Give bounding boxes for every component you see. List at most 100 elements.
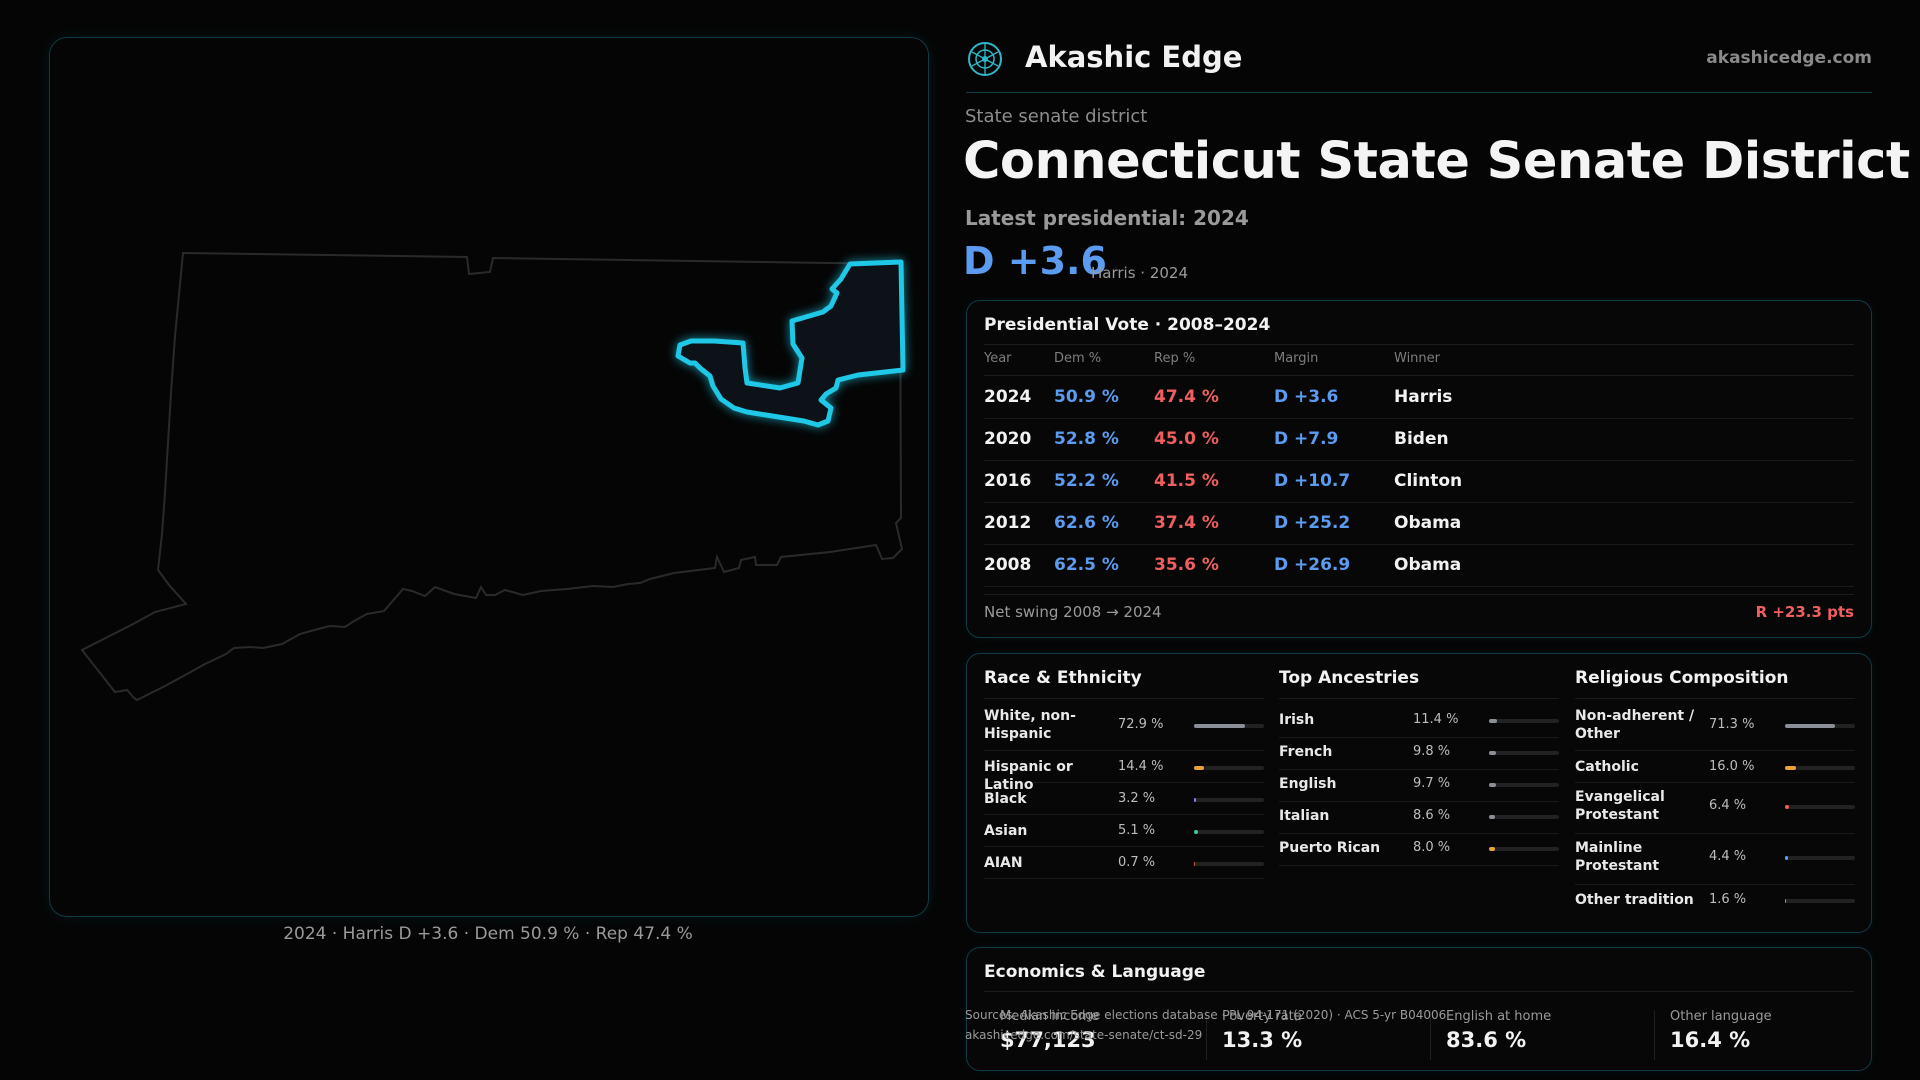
item-percent: 8.0 % bbox=[1413, 840, 1451, 855]
item-bar bbox=[1194, 724, 1264, 728]
cell-winner: Clinton bbox=[1394, 471, 1463, 491]
divider bbox=[1279, 698, 1559, 699]
stat-label: Poverty rate bbox=[1222, 1009, 1302, 1024]
stat-value: 83.6 % bbox=[1446, 1028, 1527, 1052]
item-bar bbox=[1489, 783, 1559, 787]
cell-year: 2008 bbox=[984, 555, 1032, 575]
cell-dem: 62.5 % bbox=[1054, 555, 1119, 575]
list-item: Black 3.2 % bbox=[984, 782, 1264, 815]
item-percent: 0.7 % bbox=[1118, 855, 1156, 870]
item-label: Puerto Rican bbox=[1279, 840, 1381, 856]
item-bar-fill bbox=[1785, 899, 1787, 903]
section-title: Religious Composition bbox=[1575, 668, 1789, 688]
headline-margin-sub: Harris · 2024 bbox=[1091, 264, 1189, 282]
cell-year: 2012 bbox=[984, 513, 1032, 533]
brand-header: Akashic Edge akashicedge.com bbox=[966, 36, 1872, 93]
divider bbox=[1206, 1010, 1207, 1060]
item-bar-fill bbox=[1785, 805, 1790, 809]
list-item: Non-adherent / Other 71.3 % bbox=[1575, 705, 1855, 751]
divider bbox=[984, 594, 1854, 595]
item-percent: 6.4 % bbox=[1709, 798, 1747, 813]
table-row: 2012 62.6 % 37.4 % D +25.2 Obama bbox=[984, 502, 1854, 545]
list-item: White, non-Hispanic 72.9 % bbox=[984, 705, 1264, 751]
list-item: Irish 11.4 % bbox=[1279, 705, 1559, 738]
list-item: Italian 8.6 % bbox=[1279, 801, 1559, 834]
item-bar-fill bbox=[1489, 783, 1496, 787]
divider bbox=[984, 698, 1264, 699]
cell-year: 2020 bbox=[984, 429, 1032, 449]
item-label: Hispanic or Latino bbox=[984, 759, 1073, 793]
brand-url-link[interactable]: akashicedge.com bbox=[1706, 48, 1872, 68]
card-title: Economics & Language bbox=[984, 962, 1206, 982]
list-item: AIAN 0.7 % bbox=[984, 846, 1264, 879]
section-title: Top Ancestries bbox=[1279, 668, 1420, 688]
divider bbox=[1430, 1010, 1431, 1060]
item-bar bbox=[1785, 805, 1855, 809]
list-item: Asian 5.1 % bbox=[984, 814, 1264, 847]
item-bar-fill bbox=[1489, 847, 1495, 851]
item-bar-fill bbox=[1489, 719, 1497, 723]
divider bbox=[984, 344, 1854, 345]
item-percent: 9.8 % bbox=[1413, 744, 1451, 759]
item-label: Catholic bbox=[1575, 759, 1639, 775]
column-header-winner: Winner bbox=[1394, 351, 1441, 366]
presidential-vote-card: Presidential Vote · 2008–2024 Year Dem %… bbox=[966, 300, 1872, 638]
item-bar-fill bbox=[1489, 751, 1496, 755]
column-header-rep: Rep % bbox=[1154, 351, 1196, 366]
table-row: 2016 52.2 % 41.5 % D +10.7 Clinton bbox=[984, 460, 1854, 503]
district-map[interactable] bbox=[50, 38, 928, 916]
item-bar-fill bbox=[1194, 830, 1198, 834]
cell-margin: D +26.9 bbox=[1274, 555, 1351, 575]
page-title: Connecticut State Senate District 29 bbox=[963, 132, 1920, 191]
item-bar bbox=[1489, 847, 1559, 851]
cell-dem: 52.8 % bbox=[1054, 429, 1119, 449]
item-bar-fill bbox=[1194, 798, 1197, 802]
card-title: Presidential Vote · 2008–2024 bbox=[984, 315, 1271, 335]
item-bar bbox=[1785, 766, 1855, 770]
cell-winner: Harris bbox=[1394, 387, 1453, 407]
column-header-margin: Margin bbox=[1274, 351, 1319, 366]
item-bar-fill bbox=[1489, 815, 1496, 819]
cell-margin: D +10.7 bbox=[1274, 471, 1351, 491]
stat-value: $77,123 bbox=[1000, 1028, 1096, 1052]
cell-winner: Biden bbox=[1394, 429, 1449, 449]
table-row: 2008 62.5 % 35.6 % D +26.9 Obama bbox=[984, 544, 1854, 587]
item-bar bbox=[1194, 766, 1264, 770]
cell-dem: 62.6 % bbox=[1054, 513, 1119, 533]
item-percent: 72.9 % bbox=[1118, 717, 1164, 732]
item-bar-fill bbox=[1785, 724, 1835, 728]
item-bar bbox=[1785, 724, 1855, 728]
item-bar bbox=[1194, 862, 1264, 866]
divider bbox=[984, 375, 1854, 376]
item-label: Irish bbox=[1279, 712, 1315, 728]
item-bar bbox=[1489, 751, 1559, 755]
table-row: 2024 50.9 % 47.4 % D +3.6 Harris bbox=[984, 376, 1854, 419]
cell-rep: 45.0 % bbox=[1154, 429, 1219, 449]
cell-winner: Obama bbox=[1394, 555, 1462, 575]
cell-margin: D +3.6 bbox=[1274, 387, 1339, 407]
demographics-card: Race & Ethnicity White, non-Hispanic 72.… bbox=[966, 653, 1872, 933]
item-bar-fill bbox=[1785, 766, 1797, 770]
brand-name: Akashic Edge bbox=[1025, 40, 1243, 74]
stat-label: Median income bbox=[1000, 1009, 1100, 1024]
net-swing-label: Net swing 2008 → 2024 bbox=[984, 603, 1162, 621]
headline-margin: D +3.6 bbox=[963, 239, 1107, 283]
cell-rep: 35.6 % bbox=[1154, 555, 1219, 575]
list-item: Evangelical Protestant 6.4 % bbox=[1575, 782, 1855, 834]
district-29-shape[interactable] bbox=[675, 259, 906, 428]
cell-margin: D +7.9 bbox=[1274, 429, 1339, 449]
item-label: Non-adherent / Other bbox=[1575, 708, 1695, 742]
religion-section: Religious Composition Non-adherent / Oth… bbox=[1575, 654, 1855, 932]
item-label: Black bbox=[984, 791, 1027, 807]
cell-rep: 47.4 % bbox=[1154, 387, 1219, 407]
sources-text: Sources: Akashic Edge elections database… bbox=[965, 1008, 1447, 1022]
item-bar bbox=[1489, 815, 1559, 819]
district-map-panel[interactable] bbox=[49, 37, 929, 917]
item-percent: 11.4 % bbox=[1413, 712, 1459, 727]
item-percent: 3.2 % bbox=[1118, 791, 1156, 806]
item-bar bbox=[1785, 899, 1855, 903]
list-item: Other tradition 1.6 % bbox=[1575, 884, 1855, 916]
race-ethnicity-section: Race & Ethnicity White, non-Hispanic 72.… bbox=[984, 654, 1264, 932]
item-label: AIAN bbox=[984, 855, 1023, 871]
sources-link[interactable]: akashicedge.com/state-senate/ct-sd-29 bbox=[965, 1028, 1203, 1042]
